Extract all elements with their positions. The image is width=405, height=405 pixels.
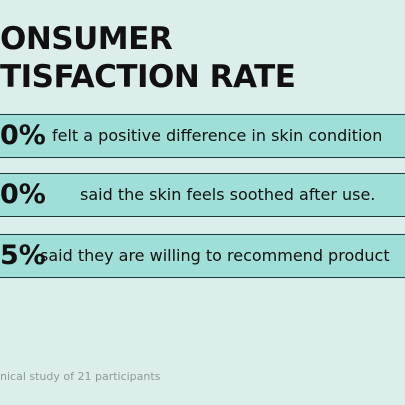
stat-percent: 5% xyxy=(0,240,46,271)
stat-text: felt a positive difference in skin condi… xyxy=(52,126,383,145)
stat-row: 5% said they are willing to recommend pr… xyxy=(0,234,405,278)
stat-text: said they are willing to recommend produ… xyxy=(40,246,390,265)
stat-percent: 0% xyxy=(0,120,46,151)
title-line: TISFACTION RATE xyxy=(0,59,296,95)
title-line: ONSUMER xyxy=(0,21,173,57)
stat-row: 0% felt a positive difference in skin co… xyxy=(0,114,405,158)
footnote: nical study of 21 participants xyxy=(0,370,161,383)
stat-text: said the skin feels soothed after use. xyxy=(80,185,376,204)
stat-percent: 0% xyxy=(0,179,46,210)
stat-row: 0% said the skin feels soothed after use… xyxy=(0,173,405,217)
